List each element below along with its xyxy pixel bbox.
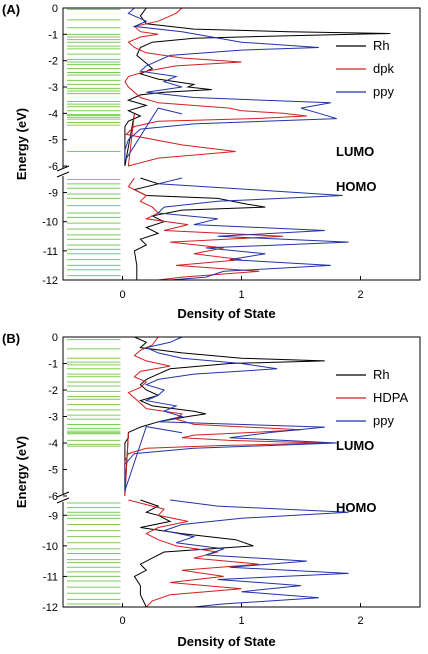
lumo-label: LUMO [336,438,374,453]
y-tick-label: -4 [48,438,58,450]
y-tick-label: -6 [48,161,58,173]
panel-a: 0 -1 -2 -3 -4 -5 -6 -9 -10 -11 -12 0 1 2 Density of St… [2,2,421,321]
panel-b: 0 -1 -2 -3 -4 -5 -6 -9 -10 -11 -12 0 1 2 Density of St… [2,331,421,649]
y-tick-label: -11 [43,571,58,583]
legend-label-ppy: ppy [373,84,394,99]
y-tick-label: -9 [48,188,58,200]
y-tick-label: -9 [48,510,58,522]
y-axis-title: Energy (eV) [14,436,29,508]
x-tick-label: 1 [238,289,244,301]
series-line-hdpa-upper [124,336,325,497]
series-line-rh-upper [124,7,391,167]
y-tick-label: -11 [43,246,58,258]
y-tick-label: -10 [42,217,58,229]
y-tick-label: -12 [42,275,58,287]
homo-label: HOMO [336,179,376,194]
series-line-rh-lower [132,177,266,280]
y-tick-label: -1 [48,359,58,371]
y-tick-label: -5 [48,135,58,147]
legend-label-rh: Rh [373,367,390,382]
legend-label-dpk: dpk [373,61,394,76]
legend-label-hdpa: HDPA [373,390,408,405]
x-axis-title: Density of State [177,306,275,321]
x-tick-label: 0 [119,289,125,301]
y-tick-label: -4 [48,108,58,120]
y-tick-label: -10 [42,541,58,553]
x-tick-label: 0 [119,615,125,627]
lumo-label: LUMO [336,144,374,159]
series-line-rh-lower [133,499,254,608]
x-tick-label: 2 [357,289,363,301]
y-axis-title: Energy (eV) [14,108,29,180]
y-tick-label: -3 [48,412,58,424]
y-tick-label: -12 [42,602,58,614]
x-tick-label: 1 [238,615,244,627]
panel-label: (A) [2,2,20,17]
series-line-ppy-lower [162,499,349,608]
series-line-dpk-upper [124,7,307,167]
axis-break-gap [59,168,67,176]
panel-label: (B) [2,331,20,346]
series-line-ppy-upper [124,336,337,491]
y-tick-label: -2 [48,56,58,68]
legend-label-rh: Rh [373,38,390,53]
series-line-ppy-lower [157,177,349,281]
x-tick-label: 2 [357,615,363,627]
x-axis-title: Density of State [177,634,275,649]
y-tick-label: -5 [48,465,58,477]
axis-break-mark [56,171,70,178]
series-line-rh-upper [124,336,325,497]
y-tick-label: -1 [48,29,58,41]
y-tick-label: 0 [52,3,58,15]
y-tick-label: 0 [52,332,58,344]
axis-break-mark [56,165,70,172]
y-tick-label: -6 [48,491,58,503]
axis-break-mark [56,497,70,504]
y-tick-label: -3 [48,82,58,94]
axis-break-mark [56,491,70,498]
series-line-hdpa-lower [128,499,260,608]
y-tick-label: -2 [48,385,58,397]
series-line-dpk-lower [127,177,284,281]
series-line-ppy-upper [124,7,337,163]
legend-label-ppy: ppy [373,413,394,428]
axis-break-gap [59,494,67,502]
homo-label: HOMO [336,500,376,515]
